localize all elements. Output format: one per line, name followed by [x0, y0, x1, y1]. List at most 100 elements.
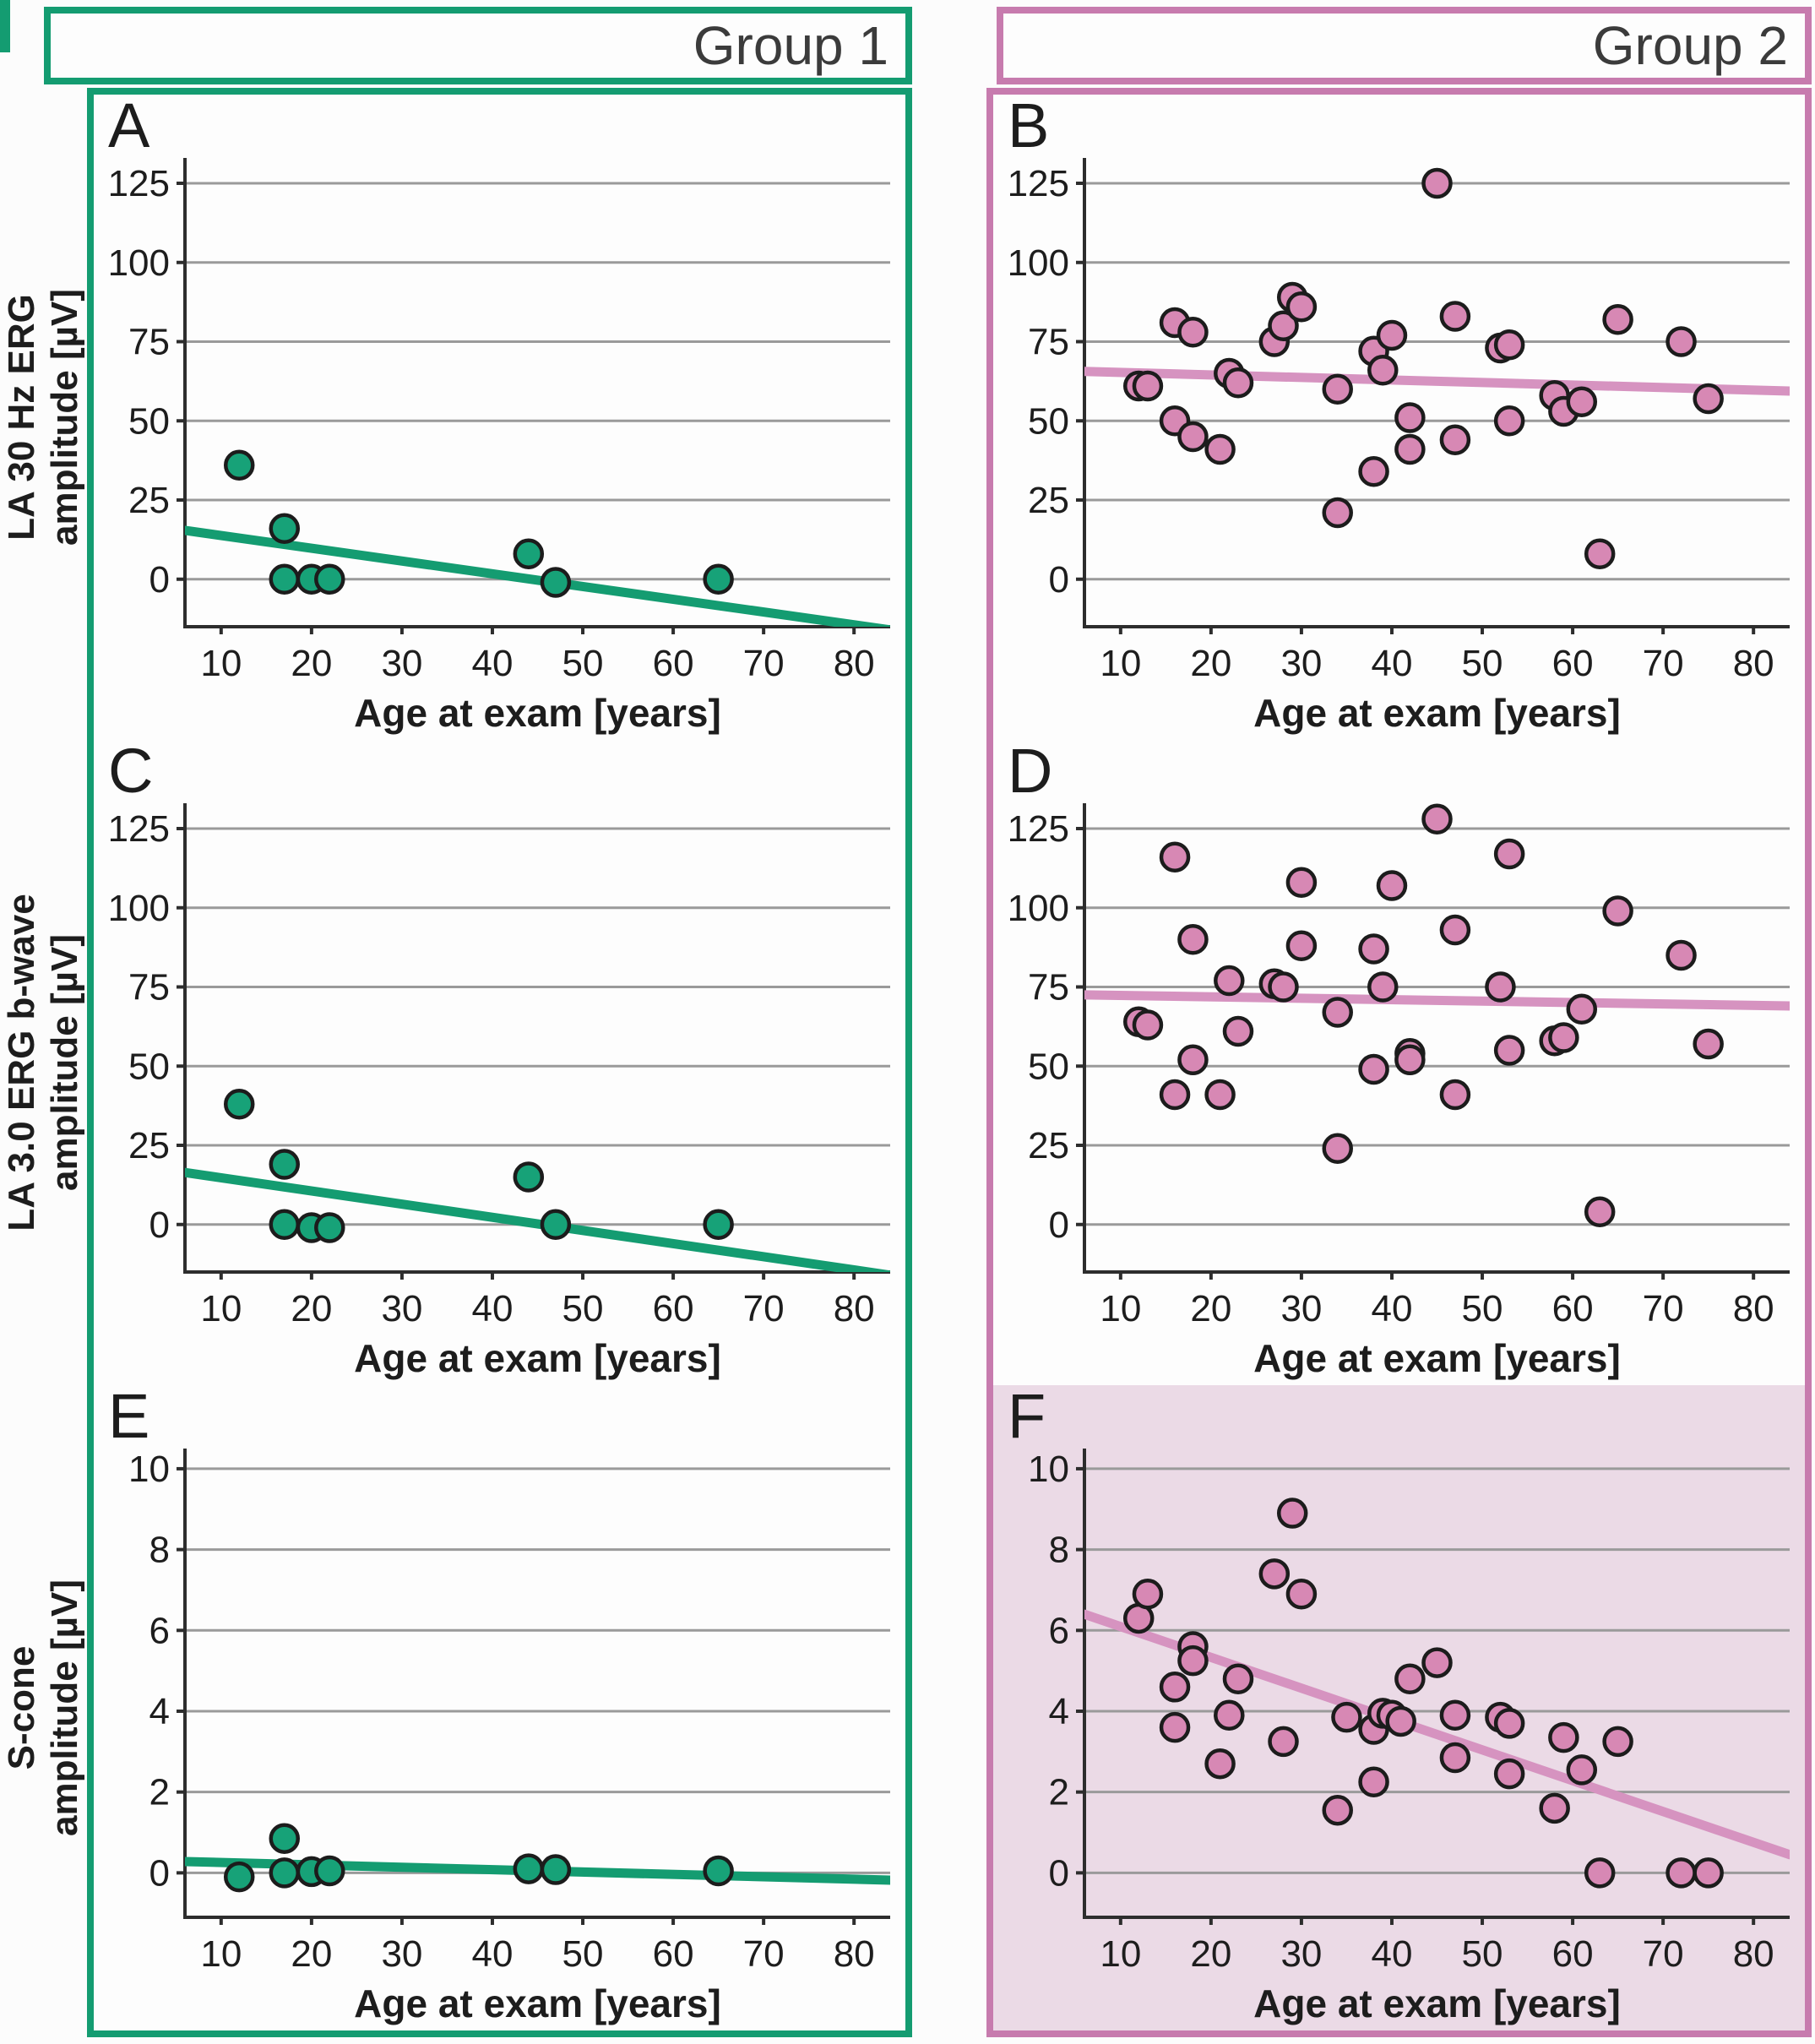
- svg-text:70: 70: [743, 1288, 785, 1329]
- svg-text:40: 40: [471, 1288, 513, 1329]
- svg-text:40: 40: [1371, 643, 1412, 684]
- group1-header: Group 1: [44, 7, 912, 84]
- group1-title: Group 1: [693, 15, 888, 76]
- panel-letter-f: F: [1008, 1381, 1046, 1451]
- svg-text:Age at exam [years]: Age at exam [years]: [354, 691, 721, 735]
- svg-text:10: 10: [1028, 1449, 1069, 1490]
- svg-text:4: 4: [1049, 1691, 1069, 1732]
- svg-text:4: 4: [149, 1691, 170, 1732]
- svg-text:10: 10: [200, 1933, 242, 1975]
- panel-d: 0 25 50 75 100 125 10 20 30 40 50 60 70 80 Age at exam…: [996, 740, 1802, 1385]
- panel-e: 0 2 4 6 8 10 10 20 30 40 50 60 70 80 Age at exam [year…: [96, 1385, 903, 2030]
- svg-text:40: 40: [471, 643, 513, 684]
- svg-text:80: 80: [834, 643, 875, 684]
- row-label-s-cone: S-cone amplitude [µV]: [0, 1412, 90, 2003]
- svg-text:Age at exam [years]: Age at exam [years]: [354, 1336, 721, 1380]
- svg-text:50: 50: [562, 643, 604, 684]
- svg-text:100: 100: [1008, 888, 1069, 929]
- panel-letter-d: D: [1008, 736, 1053, 806]
- svg-text:10: 10: [200, 643, 242, 684]
- panel-f: 0 2 4 6 8 10 10 20 30 40 50 60 70 80 Age at exam [year…: [996, 1385, 1802, 2030]
- row-label-la-30hz: LA 30 Hz ERG amplitude [µV]: [0, 122, 90, 713]
- svg-text:8: 8: [149, 1530, 170, 1571]
- svg-text:25: 25: [128, 480, 170, 521]
- row-label-line: amplitude [µV]: [44, 933, 85, 1192]
- row-label-line: amplitude [µV]: [44, 1579, 85, 1837]
- svg-text:60: 60: [653, 1288, 694, 1329]
- svg-text:50: 50: [562, 1933, 604, 1975]
- crop-artifact-bar: [0, 0, 10, 52]
- svg-text:60: 60: [653, 643, 694, 684]
- svg-text:125: 125: [108, 808, 170, 850]
- svg-text:2: 2: [149, 1772, 170, 1813]
- group2-panel-box: 0 25 50 75 100 125 10 20 30 40 50 60 70 80 Age at exam…: [986, 88, 1812, 2037]
- scatter-plot-d: 0 25 50 75 100 125 10 20 30 40 50 60 70 80 Age at exam…: [1008, 803, 1790, 1380]
- svg-text:100: 100: [108, 242, 170, 284]
- svg-text:0: 0: [1049, 1852, 1069, 1894]
- svg-text:10: 10: [1100, 1933, 1141, 1975]
- svg-text:70: 70: [1643, 1288, 1684, 1329]
- scatter-plot-b: 0 25 50 75 100 125 10 20 30 40 50 60 70 80 Age at exam…: [1008, 158, 1790, 735]
- svg-text:100: 100: [108, 888, 170, 929]
- svg-text:20: 20: [291, 1288, 332, 1329]
- svg-text:0: 0: [149, 559, 170, 601]
- scatter-plot-e: 0 2 4 6 8 10 10 20 30 40 50 60 70 80 Age at exam [year…: [128, 1449, 890, 2025]
- svg-text:75: 75: [1028, 967, 1069, 1008]
- svg-text:100: 100: [1008, 242, 1069, 284]
- svg-text:Age at exam [years]: Age at exam [years]: [354, 1981, 721, 2025]
- scatter-plot-a: 0 25 50 75 100 125 10 20 30 40 50 60 70 80 Age at exam…: [108, 158, 890, 735]
- svg-text:30: 30: [381, 1933, 422, 1975]
- svg-text:Age at exam [years]: Age at exam [years]: [1253, 1336, 1621, 1380]
- svg-text:75: 75: [128, 967, 170, 1008]
- svg-text:70: 70: [743, 643, 785, 684]
- svg-text:25: 25: [128, 1125, 170, 1166]
- panel-letter-c: C: [108, 736, 154, 806]
- svg-text:80: 80: [1733, 1288, 1774, 1329]
- svg-text:125: 125: [1008, 808, 1069, 850]
- svg-text:Age at exam [years]: Age at exam [years]: [1253, 691, 1621, 735]
- svg-text:125: 125: [1008, 163, 1069, 204]
- group2-title: Group 2: [1592, 15, 1788, 76]
- group1-panel-box: 0 25 50 75 100 125 10 20 30 40 50 60 70 80 Age at exam…: [87, 88, 912, 2037]
- row-label-line: amplitude [µV]: [44, 288, 85, 546]
- panel-letter-a: A: [108, 90, 150, 160]
- svg-text:60: 60: [653, 1933, 694, 1975]
- svg-text:60: 60: [1552, 1288, 1594, 1329]
- svg-text:80: 80: [834, 1288, 875, 1329]
- svg-text:50: 50: [562, 1288, 604, 1329]
- scatter-plot-f: 0 2 4 6 8 10 10 20 30 40 50 60 70 80 Age at exam [year…: [1028, 1449, 1790, 2025]
- svg-text:20: 20: [1190, 643, 1231, 684]
- svg-text:20: 20: [291, 1933, 332, 1975]
- svg-text:40: 40: [471, 1933, 513, 1975]
- panel-b: 0 25 50 75 100 125 10 20 30 40 50 60 70 80 Age at exam…: [996, 95, 1802, 740]
- svg-text:30: 30: [1280, 643, 1322, 684]
- svg-text:20: 20: [1190, 1933, 1231, 1975]
- svg-text:20: 20: [1190, 1288, 1231, 1329]
- row-label-line: LA 3.0 ERG b-wave: [1, 894, 43, 1231]
- svg-text:125: 125: [108, 163, 170, 204]
- row-label-line: S-cone: [1, 1645, 43, 1770]
- svg-text:50: 50: [1028, 1046, 1069, 1087]
- svg-text:50: 50: [1462, 1933, 1503, 1975]
- svg-text:50: 50: [128, 400, 170, 442]
- svg-text:2: 2: [1049, 1772, 1069, 1813]
- svg-text:60: 60: [1552, 1933, 1594, 1975]
- svg-text:10: 10: [1100, 1288, 1141, 1329]
- svg-text:80: 80: [1733, 1933, 1774, 1975]
- svg-text:0: 0: [149, 1852, 170, 1894]
- svg-text:20: 20: [291, 643, 332, 684]
- svg-text:40: 40: [1371, 1288, 1412, 1329]
- svg-text:75: 75: [128, 322, 170, 363]
- svg-text:50: 50: [1462, 643, 1503, 684]
- svg-text:30: 30: [381, 1288, 422, 1329]
- svg-text:80: 80: [1733, 643, 1774, 684]
- row-label-line: LA 30 Hz ERG: [1, 294, 43, 541]
- svg-text:50: 50: [128, 1046, 170, 1087]
- svg-text:10: 10: [128, 1449, 170, 1490]
- scatter-plot-c: 0 25 50 75 100 125 10 20 30 40 50 60 70 80 Age at exam…: [108, 803, 890, 1380]
- svg-text:40: 40: [1371, 1933, 1412, 1975]
- group2-header: Group 2: [997, 7, 1812, 84]
- svg-text:25: 25: [1028, 480, 1069, 521]
- svg-text:Age at exam [years]: Age at exam [years]: [1253, 1981, 1621, 2025]
